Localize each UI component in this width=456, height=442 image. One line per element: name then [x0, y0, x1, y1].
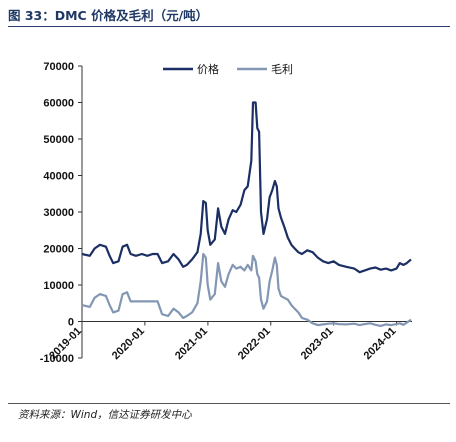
x-tick-label: 2021-01	[173, 325, 210, 362]
x-tick-label: 2024-01	[362, 325, 399, 362]
y-tick-label: 40000	[43, 171, 74, 183]
y-tick-label: -10000	[40, 353, 74, 365]
y-tick-label: 0	[68, 317, 74, 329]
y-tick-label: 70000	[43, 61, 74, 73]
figure-title: 图 33：DMC 价格及毛利（元/吨）	[8, 8, 209, 23]
y-tick-label: 50000	[43, 134, 74, 146]
chart-axes	[78, 65, 412, 359]
x-tick-labels: 2019-01 2020-01 2021-01 2022-01 2023-01 2024-…	[47, 325, 399, 362]
y-tick-label: 10000	[43, 280, 74, 292]
y-tick-label: 30000	[43, 207, 74, 219]
legend-label-price: 价格	[197, 62, 219, 76]
chart-legend: 价格 毛利	[163, 62, 293, 76]
margin-series-line	[81, 252, 412, 327]
price-margin-line-chart: -10000 0 10000 20000 30000 40000 50000 60000 700…	[40, 61, 412, 365]
series-lines	[81, 101, 412, 327]
x-tick-label: 2020-01	[110, 325, 147, 362]
x-tick-label: 2023-01	[299, 325, 336, 362]
source-rule	[8, 403, 450, 404]
y-tick-labels: -10000 0 10000 20000 30000 40000 50000 60000 700…	[40, 61, 74, 365]
title-rule	[8, 26, 450, 27]
y-tick-label: 60000	[43, 98, 74, 110]
x-tick-label: 2022-01	[236, 325, 273, 362]
legend-label-margin: 毛利	[271, 63, 293, 76]
source-note: 资料来源：Wind，信达证券研发中心	[18, 409, 192, 421]
y-tick-label: 20000	[43, 244, 74, 256]
price-series-line	[81, 101, 412, 274]
